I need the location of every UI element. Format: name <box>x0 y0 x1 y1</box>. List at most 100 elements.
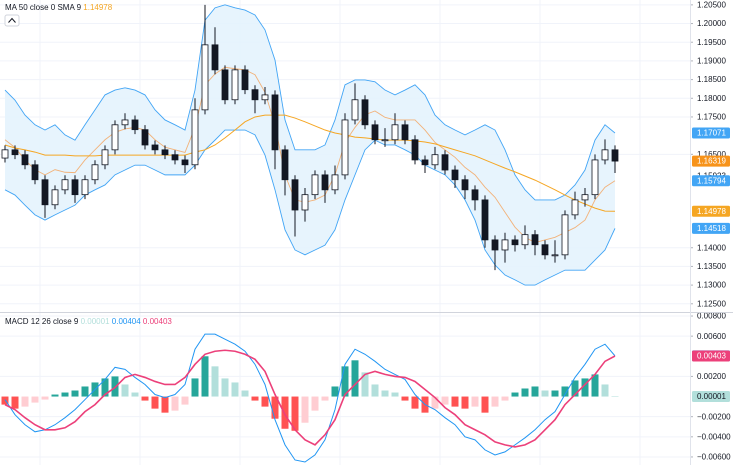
histogram-bar <box>141 396 149 401</box>
candle-body <box>251 89 259 101</box>
candle-body <box>501 239 509 251</box>
histogram-bar <box>31 396 39 403</box>
candle-body <box>21 154 29 166</box>
histogram-bar <box>51 394 59 397</box>
histogram-bar <box>551 390 559 397</box>
histogram-bar <box>461 396 469 409</box>
y-tick-label: −0.00200 <box>697 412 731 421</box>
histogram-bar <box>241 390 249 397</box>
histogram-bar <box>591 374 599 397</box>
candle-body <box>31 164 39 181</box>
candle-body <box>161 149 169 156</box>
histogram-bar <box>341 366 349 397</box>
lower-band <box>4 129 616 286</box>
ma-legend-label: MA 50 close 0 SMA 9 <box>5 3 82 12</box>
signal-line <box>4 349 616 448</box>
candle-body <box>351 99 359 121</box>
histogram-bar <box>181 396 189 405</box>
candle-body <box>431 154 439 166</box>
histogram-bar <box>321 396 329 401</box>
histogram-legend-value: 0.00001 <box>81 317 110 326</box>
candle-body <box>61 179 69 191</box>
candle-body <box>561 214 569 256</box>
histogram-bar <box>211 366 219 397</box>
candle-body <box>401 124 409 141</box>
price-badge-label: 1.14518 <box>697 224 726 233</box>
upper-band <box>4 4 616 201</box>
histogram-bar <box>371 384 379 397</box>
candle-body <box>591 159 599 196</box>
histogram-bar <box>271 396 279 419</box>
price-badge-label: 1.14978 <box>697 207 726 216</box>
histogram-bar <box>331 386 339 397</box>
candle-body <box>481 199 489 241</box>
histogram-bar <box>131 392 139 397</box>
y-tick-label: 1.17500 <box>697 113 726 122</box>
price-badge <box>692 350 730 362</box>
ma-legend: MA 50 close 0 SMA 9 1.14978 <box>5 3 113 12</box>
price-badge-label: 1.17071 <box>697 129 726 138</box>
y-tick-label: 1.18000 <box>697 94 726 103</box>
candle-body <box>261 94 269 101</box>
ma-legend-value: 1.14978 <box>83 3 112 12</box>
candle-body <box>341 119 349 176</box>
price-badge <box>692 222 730 234</box>
histogram-bar <box>191 378 199 397</box>
candle-body <box>201 44 209 111</box>
candle-body <box>241 69 249 91</box>
candle-body <box>301 194 309 211</box>
candle-body <box>541 244 549 256</box>
histogram-bar <box>71 390 79 397</box>
histogram-bar <box>301 396 309 423</box>
candle-body <box>181 159 189 166</box>
candle-body <box>281 149 289 181</box>
candle-body <box>421 159 429 166</box>
histogram-bar <box>601 384 609 397</box>
histogram-bar <box>471 396 479 407</box>
histogram-bar <box>481 396 489 413</box>
histogram-bar <box>201 356 209 397</box>
candle-body <box>191 109 199 166</box>
candle-body <box>381 139 389 142</box>
y-tick-label: −0.00400 <box>697 432 731 441</box>
candle-body <box>11 149 19 156</box>
histogram-bar <box>571 380 579 397</box>
histogram-bar <box>251 396 259 401</box>
candle-body <box>171 154 179 161</box>
macd-legend-label: MACD 12 26 close 9 <box>5 317 79 326</box>
candle-body <box>331 174 339 191</box>
candle-body <box>321 174 329 191</box>
candle-body <box>411 139 419 161</box>
candle-body <box>291 179 299 211</box>
candle-body <box>601 149 609 161</box>
histogram-bar <box>491 396 499 407</box>
price-badge-label: 1.16319 <box>697 157 726 166</box>
candle-body <box>151 144 159 151</box>
price-badge <box>692 205 730 217</box>
candle-body <box>271 94 279 151</box>
candle-body <box>131 119 139 131</box>
histogram-bar <box>521 388 529 397</box>
candle-body <box>91 164 99 181</box>
collapse-button[interactable] <box>4 14 20 27</box>
candle-body <box>361 99 369 126</box>
band-basis <box>4 66 616 243</box>
candle-body <box>231 69 239 101</box>
price-badge <box>692 175 730 187</box>
macd-legend: MACD 12 26 close 9 0.00001 0.00404 0.004… <box>5 317 172 326</box>
histogram-bar <box>561 386 569 397</box>
y-tick-label: 1.18500 <box>697 75 726 84</box>
y-tick-label: 1.19500 <box>697 38 726 47</box>
candle-body <box>121 119 129 126</box>
histogram-bar <box>391 392 399 397</box>
y-tick-label: −0.00600 <box>697 453 731 462</box>
price-badge-label: 0.00001 <box>697 392 726 401</box>
y-tick-label: 0.00200 <box>697 372 726 381</box>
candle-body <box>491 239 499 251</box>
candle-body <box>371 124 379 141</box>
candle-body <box>391 124 399 141</box>
candle-body <box>581 194 589 201</box>
histogram-bar <box>511 392 519 397</box>
macd-legend-value: 0.00404 <box>112 317 141 326</box>
candle-body <box>551 254 559 257</box>
